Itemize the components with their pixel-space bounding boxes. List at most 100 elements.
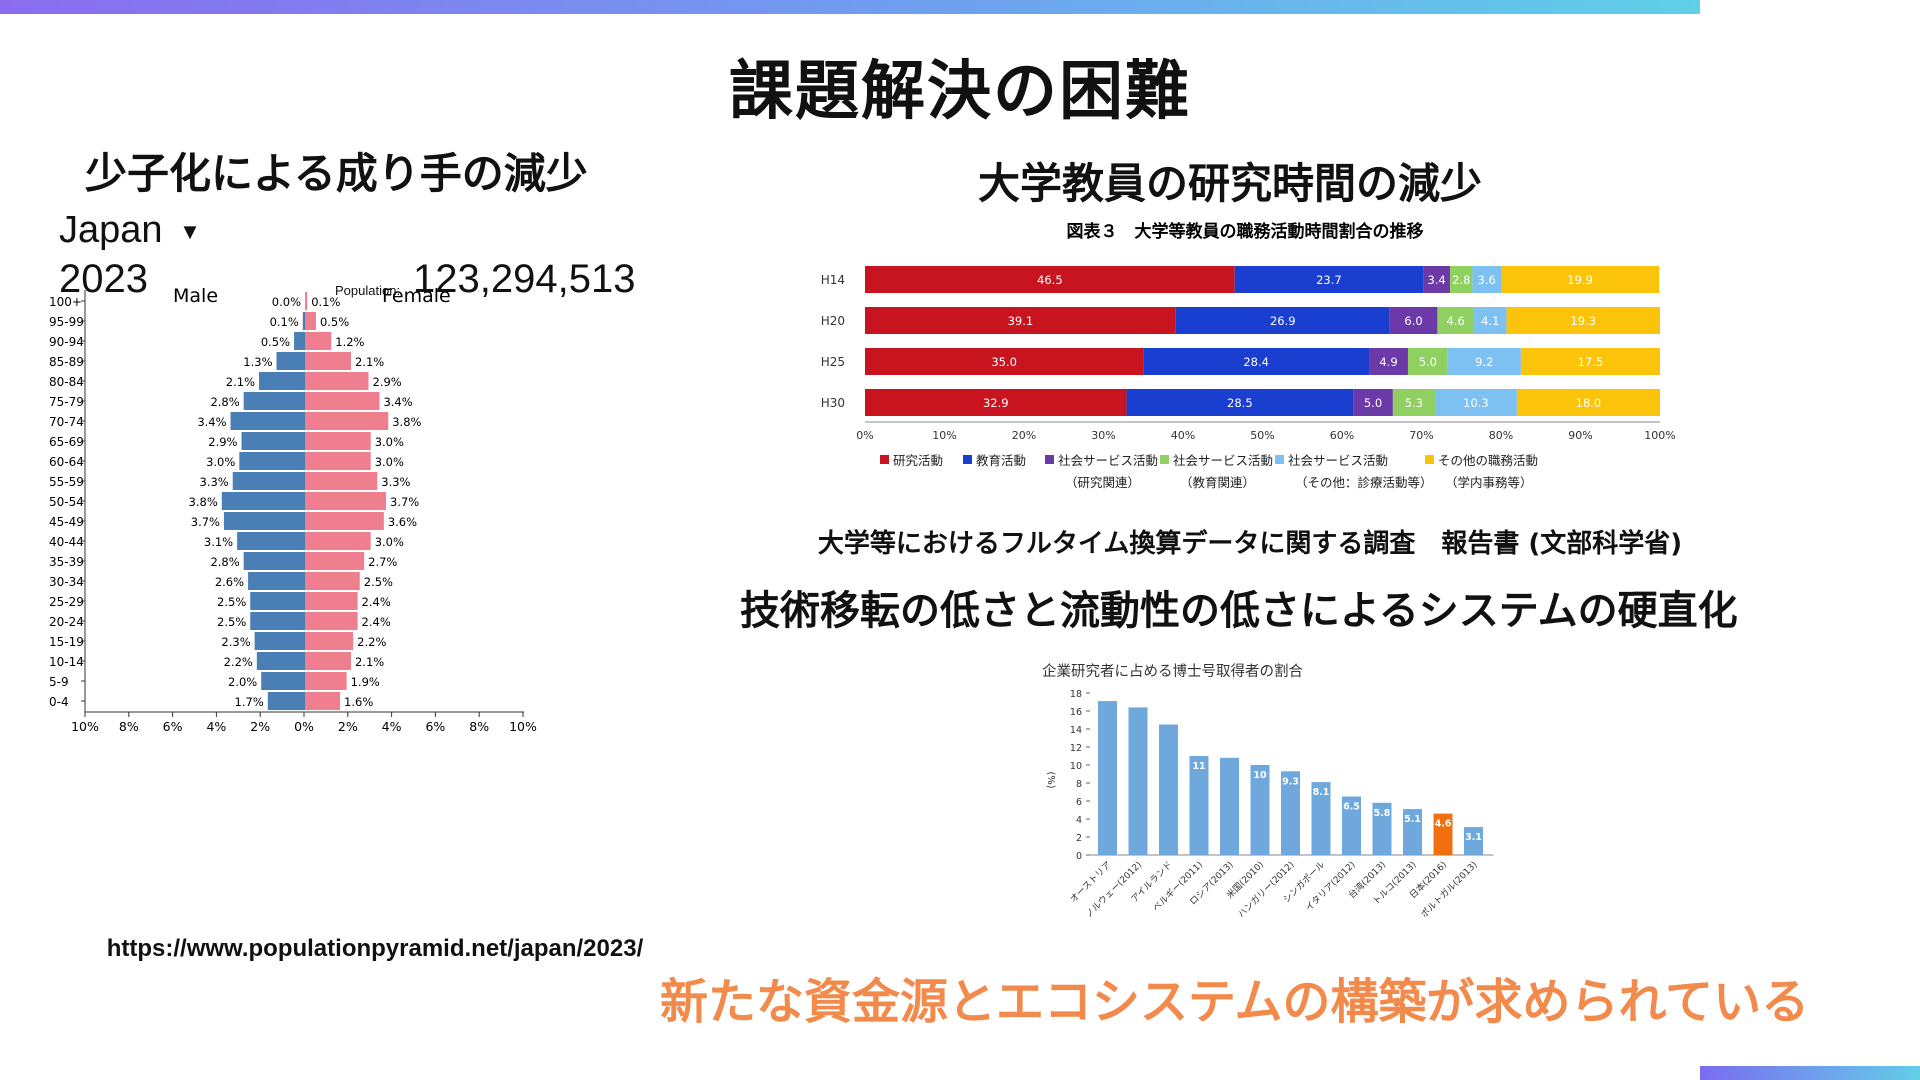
stacked-x-tick-label: 0% — [856, 429, 873, 442]
stacked-segment — [1472, 266, 1501, 293]
legend-sublabel: （学内事務等） — [1445, 475, 1533, 490]
male-bar — [243, 552, 305, 570]
stacked-segment — [1447, 348, 1521, 375]
pyramid-x-tick-label: 2% — [250, 719, 270, 734]
female-bar — [305, 532, 371, 550]
male-value-label: 1.7% — [235, 695, 264, 709]
phd-bar — [1464, 827, 1483, 855]
stacked-segment — [1501, 266, 1660, 293]
age-group-label: 55-59 — [49, 475, 84, 489]
male-bar — [250, 592, 305, 610]
population-pyramid-chart: Male Female 0.0% 0.1% 100+ 0.1% 0.5% 95-99 0.5% 1… — [49, 285, 537, 734]
legend-swatch — [1275, 455, 1284, 464]
phd-bar — [1281, 771, 1300, 855]
stacked-segment-label: 28.4 — [1243, 355, 1269, 369]
female-value-label: 1.6% — [344, 695, 373, 709]
stacked-segment-label: 5.0 — [1419, 355, 1437, 369]
phd-bar — [1189, 756, 1209, 855]
phd-y-tick-label: 4 — [1076, 815, 1082, 826]
pyramid-source-url[interactable]: https://www.populationpyramid.net/japan/… — [106, 935, 644, 962]
stacked-segment-label: 4.1 — [1481, 314, 1499, 328]
stacked-segment-label: 2.8 — [1452, 273, 1470, 287]
phd-y-tick-label: 6 — [1076, 797, 1082, 808]
phd-bar — [1098, 701, 1117, 855]
phd-bar — [1372, 802, 1392, 855]
female-bar — [305, 512, 384, 530]
female-bar — [305, 692, 341, 710]
population-label: Population: — [335, 283, 401, 298]
legend-swatch — [963, 455, 972, 464]
phd-bar — [1311, 782, 1331, 855]
female-value-label: 3.7% — [390, 495, 419, 509]
tech-transfer-heading: 技術移転の低さと流動性の低さによるシステムの硬直化 — [740, 588, 1738, 634]
phd-bar-value-label: 8.1 — [1313, 787, 1330, 798]
female-bar — [305, 472, 378, 490]
stacked-segment — [865, 389, 1127, 416]
stacked-segment-label: 39.1 — [1008, 314, 1034, 328]
stacked-segment — [1389, 307, 1438, 334]
pyramid-x-tick-label: 4% — [382, 719, 402, 734]
age-group-label: 90-94 — [49, 335, 84, 349]
stacked-segment — [1234, 266, 1424, 293]
male-value-label: 0.1% — [270, 315, 299, 329]
legend-sublabel: （その他：診療活動等） — [1295, 475, 1433, 490]
legend-label: 社会サービス活動 — [1058, 453, 1158, 468]
stacked-segment — [865, 348, 1144, 375]
female-value-label: 2.9% — [373, 375, 402, 389]
phd-bar-value-label: 5.8 — [1374, 808, 1391, 819]
stacked-x-tick-label: 10% — [932, 429, 956, 442]
female-bar — [305, 492, 387, 510]
female-value-label: 3.6% — [388, 515, 417, 529]
age-group-label: 15-19 — [49, 635, 84, 649]
phd-bar-value-label: 6.5 — [1343, 802, 1360, 813]
stacked-segment-label: 18.0 — [1576, 396, 1602, 410]
stacked-segment — [1516, 389, 1660, 416]
male-value-label: 2.5% — [217, 595, 246, 609]
male-bar — [256, 652, 305, 670]
legend-sublabel: （教育関連） — [1180, 475, 1255, 490]
female-bar — [305, 412, 389, 430]
female-bar — [305, 432, 371, 450]
left-section-heading: 少子化による成り手の減少 — [85, 149, 588, 198]
age-group-label: 80-84 — [49, 375, 84, 389]
slide-title: 課題解決の困難 — [729, 55, 1191, 129]
phd-bar — [1159, 724, 1178, 855]
phd-bar — [1342, 796, 1361, 855]
male-value-label: 2.8% — [210, 395, 239, 409]
pyramid-x-tick-label: 2% — [338, 719, 358, 734]
female-bar — [305, 592, 358, 610]
phd-y-tick-label: 8 — [1076, 779, 1082, 790]
stacked-segment — [1143, 348, 1370, 375]
female-label: Female — [382, 285, 451, 307]
female-bar — [305, 352, 351, 370]
male-bar — [267, 692, 305, 710]
legend-label: 社会サービス活動 — [1288, 453, 1388, 468]
stacked-chart-title: 図表３ 大学等教員の職務活動時間割合の推移 — [1067, 221, 1424, 242]
male-bar — [254, 632, 305, 650]
legend-label: 社会サービス活動 — [1173, 453, 1273, 468]
age-group-label: 65-69 — [49, 435, 84, 449]
stacked-row-label: H20 — [821, 314, 845, 328]
male-value-label: 2.8% — [210, 555, 239, 569]
stacked-segment — [1437, 307, 1474, 334]
male-value-label: 3.3% — [200, 475, 229, 489]
age-group-label: 25-29 — [49, 595, 84, 609]
population-pyramid-panel: Japan ▼ 2023 Population: 123,294,513 Mal… — [45, 205, 665, 905]
stacked-segment-label: 17.5 — [1578, 355, 1604, 369]
stacked-x-tick-label: 50% — [1250, 429, 1274, 442]
age-group-label: 0-4 — [49, 695, 69, 709]
phd-y-tick-label: 0 — [1076, 851, 1082, 862]
age-group-label: 30-34 — [49, 575, 84, 589]
stacked-x-tick-label: 30% — [1091, 429, 1115, 442]
country-name: Japan — [59, 209, 163, 251]
phd-ratio-bar-chart: 企業研究者に占める博士号取得者の割合(%)024681012141618オースト… — [1042, 662, 1494, 920]
pyramid-year: 2023 — [59, 257, 148, 301]
stacked-segment-label: 6.0 — [1404, 314, 1422, 328]
country-selector[interactable]: Japan ▼ — [59, 209, 201, 252]
male-bar — [248, 572, 305, 590]
stacked-x-tick-label: 70% — [1409, 429, 1433, 442]
male-bar — [237, 532, 305, 550]
female-value-label: 3.0% — [375, 435, 404, 449]
phd-category-label: ハンガリー(2012) — [1236, 859, 1297, 920]
legend-swatch — [880, 455, 889, 464]
